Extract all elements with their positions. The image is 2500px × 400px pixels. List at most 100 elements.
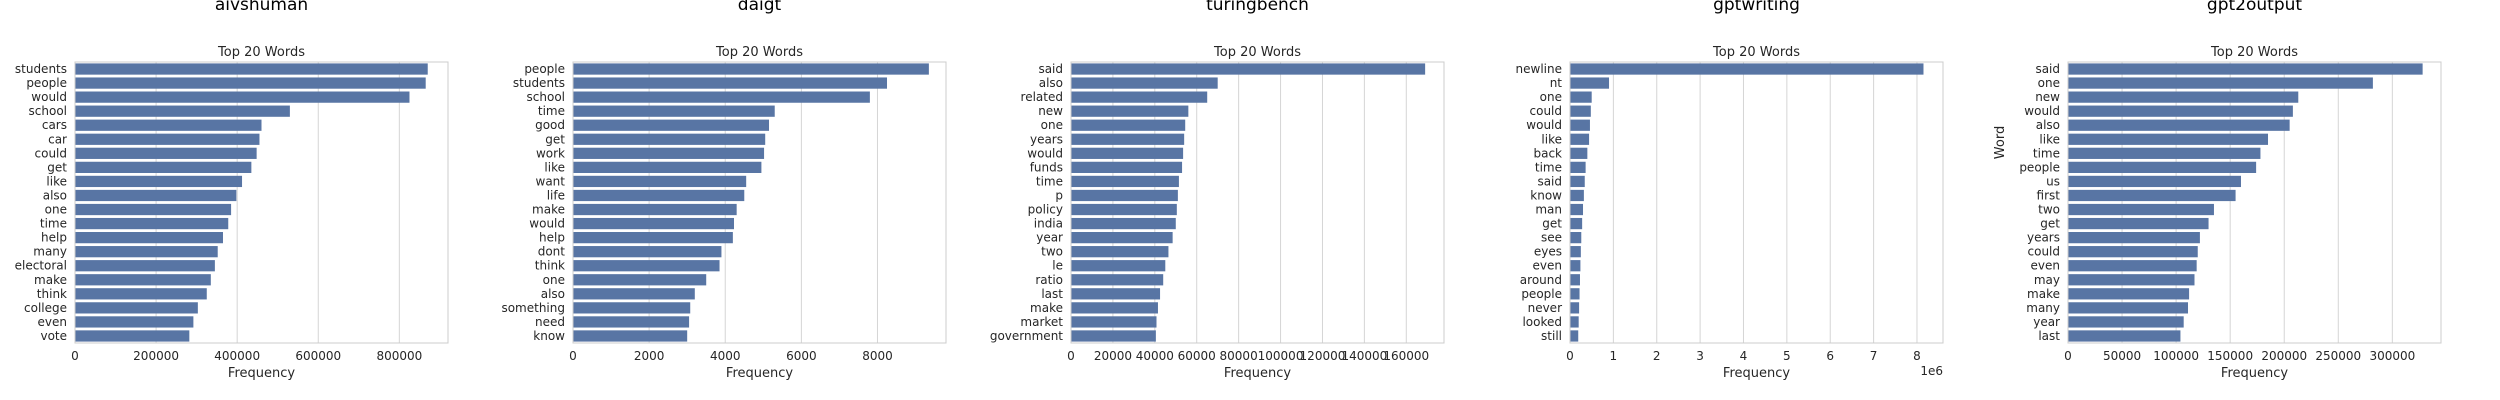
x-tick-label: 600000: [295, 349, 341, 363]
y-tick-label: like: [2039, 132, 2060, 146]
bar-know: [573, 330, 688, 342]
y-tick-label: electoral: [15, 259, 67, 273]
x-tick-label: 100000: [2153, 349, 2199, 363]
y-tick-label: would: [31, 90, 67, 104]
bar-people: [1570, 288, 1580, 300]
y-tick-label: think: [37, 287, 67, 301]
y-tick-label: make: [532, 203, 565, 217]
x-tick-label: 60000: [1178, 349, 1216, 363]
x-tick-label: 0: [1566, 349, 1574, 363]
chart-aivshuman: aivshuman Top 20 Words studentspeoplewould…: [15, 0, 449, 381]
y-tick-label: two: [1041, 245, 1063, 259]
bar-even: [75, 316, 194, 328]
bar-one: [1071, 119, 1186, 131]
bar-like: [75, 175, 243, 188]
x-axis-label: Frequency: [228, 366, 295, 381]
y-tick-label: people: [1521, 287, 1562, 301]
y-tick-label: people: [524, 62, 565, 76]
y-tick-label: one: [1540, 90, 1562, 104]
y-tick-label: help: [41, 231, 67, 245]
bar-many: [75, 246, 218, 258]
bar-one: [1570, 91, 1592, 103]
x-tick-label: 4: [1740, 349, 1748, 363]
y-tick-label: eyes: [1534, 245, 1562, 259]
plot-frame: [1569, 61, 1944, 344]
bar-school: [75, 105, 290, 117]
x-tick-label: 150000: [2207, 349, 2253, 363]
y-tick-label: also: [541, 287, 565, 301]
y-tick-label: last: [2038, 329, 2060, 343]
x-tick-label: 140000: [1341, 349, 1387, 363]
y-tick-label: cars: [42, 118, 67, 132]
x-tick-label: 120000: [1300, 349, 1346, 363]
x-tick-label: 8: [1913, 349, 1921, 363]
bar-eyes: [1570, 246, 1581, 258]
bar-back: [1570, 147, 1588, 159]
x-tick-label: 0: [1067, 349, 1075, 363]
chart-suptitle: daigt: [738, 0, 782, 15]
y-tick-label: would: [1526, 118, 1562, 132]
chart-title: Top 20 Words: [1213, 45, 1301, 60]
x-tick-label: 4000: [710, 349, 741, 363]
bar-vote: [75, 330, 190, 342]
y-tick-label: make: [34, 273, 67, 287]
bar-two: [1071, 246, 1169, 258]
bar-like: [2068, 133, 2269, 145]
plot-frame: [1070, 61, 1445, 344]
y-tick-label: time: [1036, 174, 1063, 188]
bar-two: [2068, 203, 2214, 216]
y-tick-label: related: [1021, 90, 1063, 104]
x-tick-label: 400000: [214, 349, 260, 363]
y-tick-label: work: [536, 146, 565, 160]
y-tick-label: school: [527, 90, 565, 104]
x-axis-offset: 1e6: [1920, 364, 1943, 378]
x-tick-label: 0: [2064, 349, 2072, 363]
bar-could: [2068, 246, 2198, 258]
y-tick-label: know: [533, 329, 565, 343]
bar-get: [573, 133, 766, 145]
bar-want: [573, 175, 747, 188]
bar-car: [75, 133, 260, 145]
bar-electoral: [75, 260, 215, 272]
x-tick-label: 40000: [1136, 349, 1174, 363]
x-axis-label: Frequency: [726, 366, 793, 381]
bar-funds: [1071, 161, 1183, 173]
y-tick-label: one: [45, 203, 67, 217]
bar-also: [573, 288, 695, 300]
y-tick-label: car: [48, 132, 67, 146]
y-tick-label: many: [2026, 301, 2060, 315]
chart-turingbench: turingbench Top 20 Words saidalsorelatedne…: [990, 0, 1445, 381]
y-tick-label: funds: [1030, 160, 1063, 174]
y-tick-label: get: [47, 160, 67, 174]
y-tick-label: still: [1541, 329, 1562, 343]
x-tick-label: 0: [569, 349, 577, 363]
bar-may: [2068, 274, 2195, 286]
plot-frame: [2067, 61, 2442, 344]
y-tick-label: years: [1030, 132, 1063, 146]
y-tick-label: new: [2035, 90, 2060, 104]
y-tick-label: year: [2033, 315, 2060, 329]
bar-get: [1570, 217, 1583, 230]
bar-make: [2068, 288, 2190, 300]
y-tick-label: school: [29, 104, 67, 118]
y-tick-label: ratio: [1035, 273, 1063, 287]
y-tick-label: time: [1535, 160, 1562, 174]
y-tick-label: also: [2036, 118, 2060, 132]
bar-one: [75, 203, 232, 216]
bar-would: [573, 217, 734, 230]
y-tick-label: new: [1038, 104, 1063, 118]
bar-still: [1570, 330, 1579, 342]
bar-us: [2068, 175, 2241, 188]
chart-title: Top 20 Words: [715, 45, 803, 60]
bar-around: [1570, 274, 1580, 286]
bar-p: [1071, 189, 1178, 202]
y-tick-label: india: [1034, 217, 1063, 231]
chart-title: Top 20 Words: [2210, 45, 2298, 60]
y-tick-label: time: [538, 104, 565, 118]
bar-dont: [573, 246, 722, 258]
y-tick-label: make: [1030, 301, 1063, 315]
bar-also: [75, 189, 237, 202]
bar-time: [1570, 161, 1586, 173]
y-tick-label: like: [544, 160, 565, 174]
y-tick-label: make: [2027, 287, 2060, 301]
